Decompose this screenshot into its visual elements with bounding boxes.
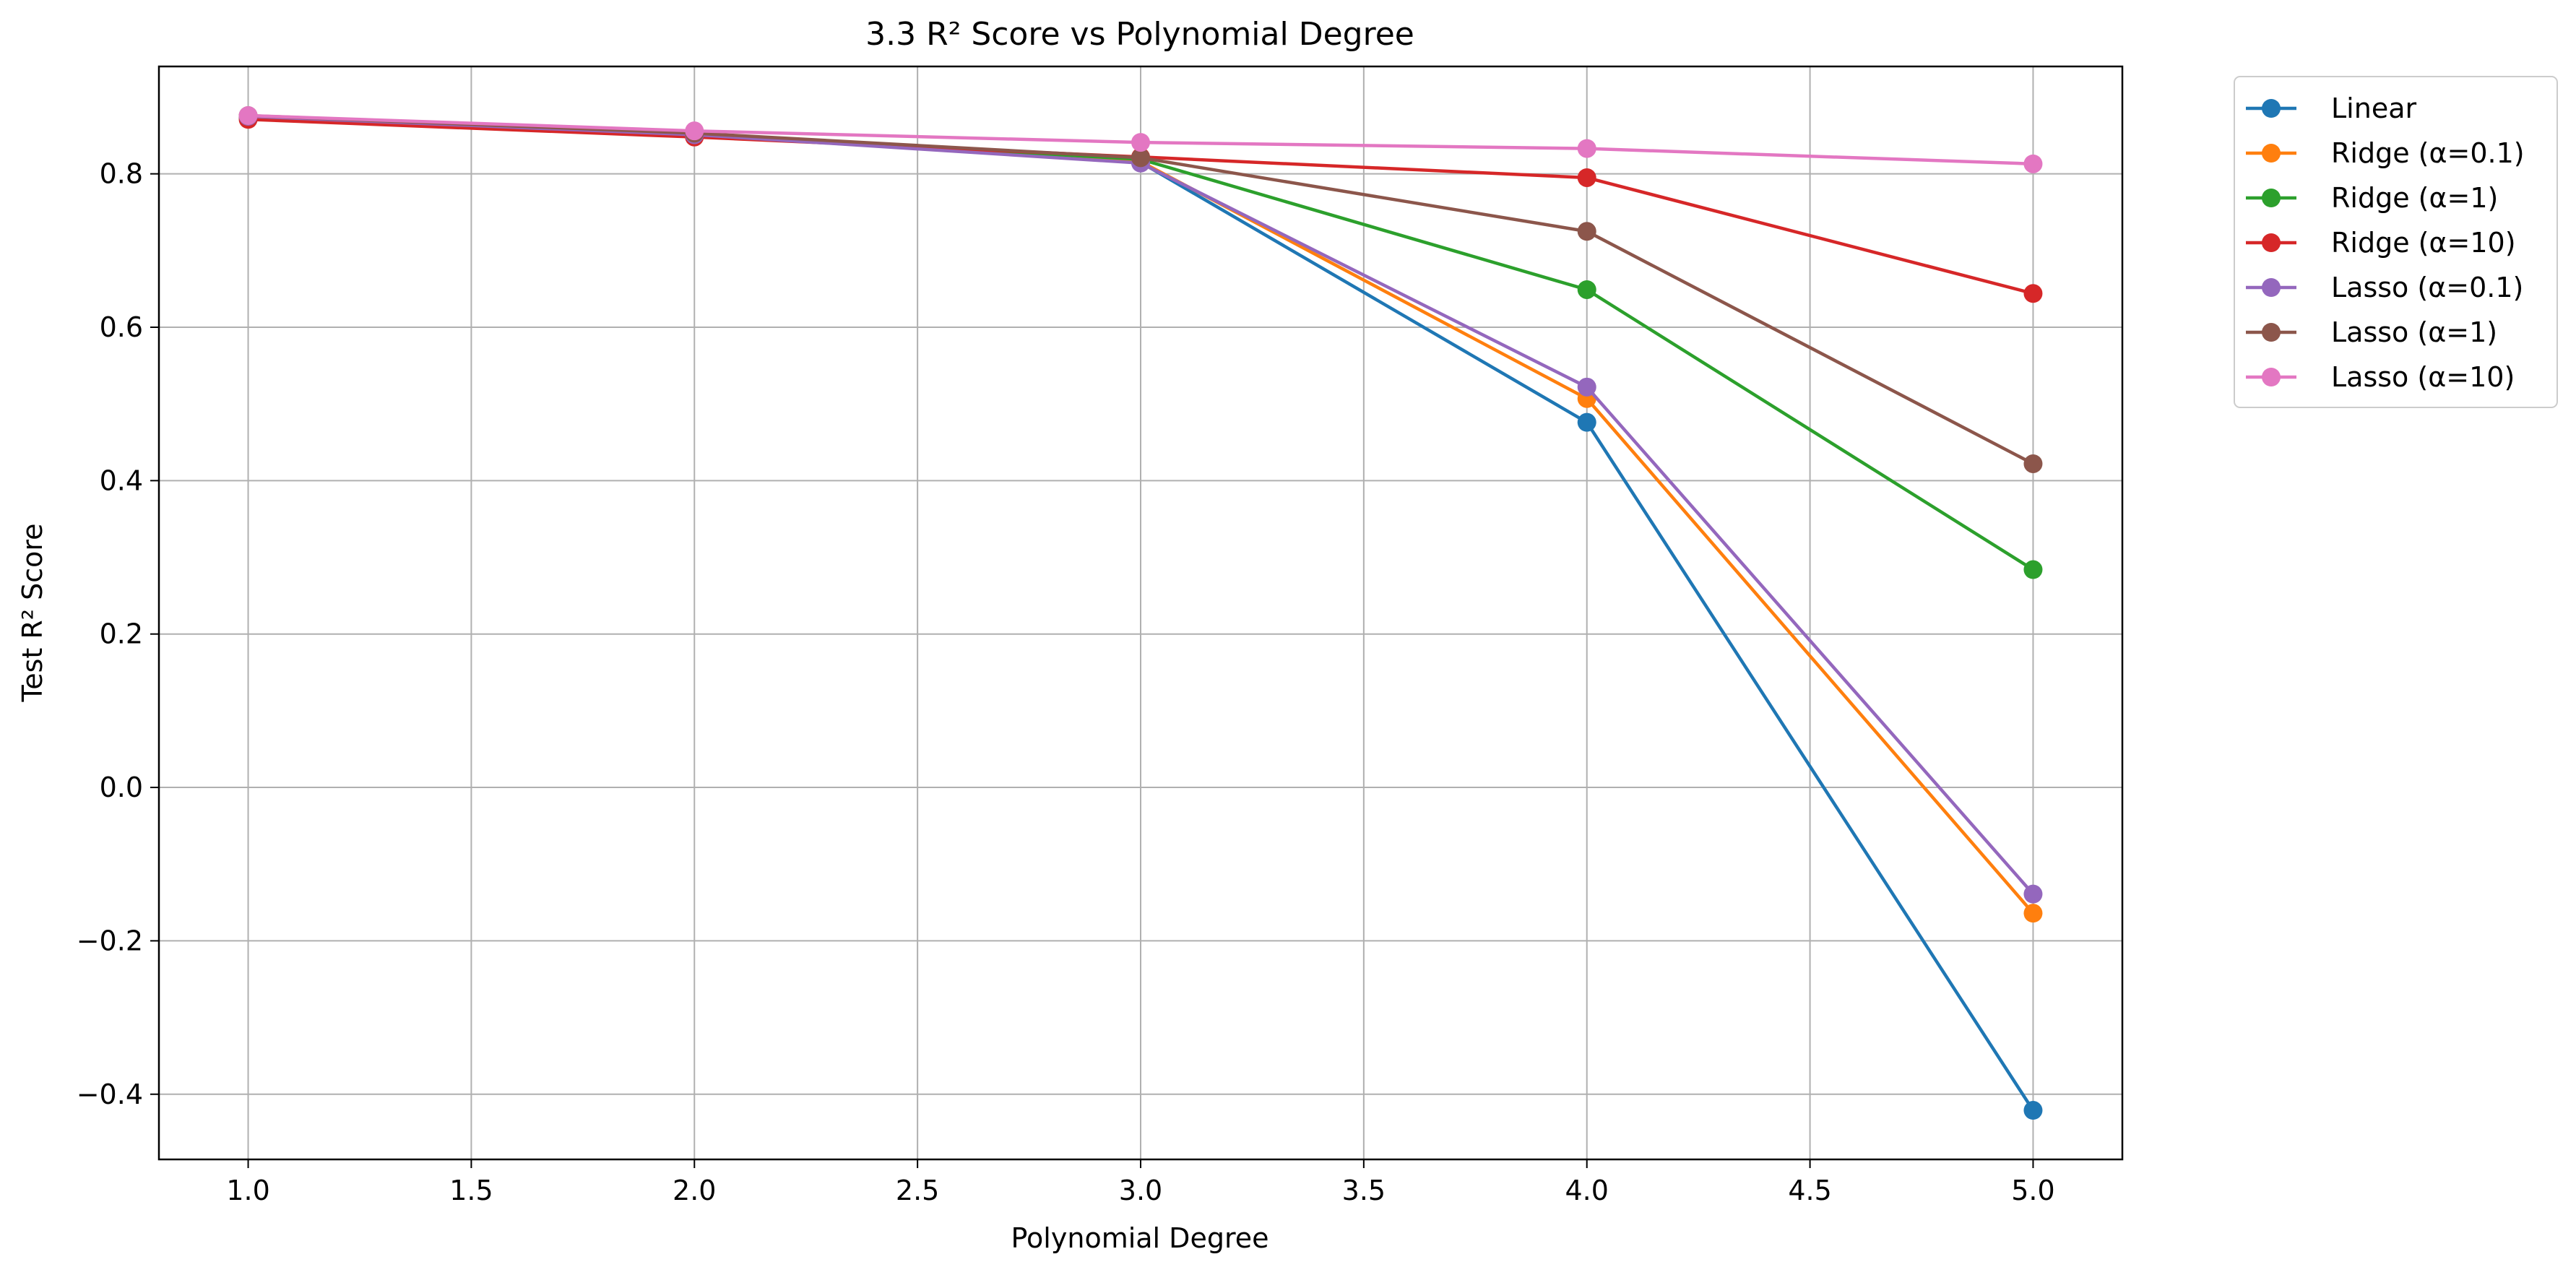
data-point (1577, 377, 1596, 397)
legend-marker (2262, 99, 2281, 118)
legend-marker (2262, 233, 2281, 252)
series-layer (238, 105, 2043, 1120)
data-point (2023, 154, 2043, 173)
y-tick-label: 0.4 (100, 464, 143, 496)
data-point (1577, 222, 1596, 241)
data-point (2023, 454, 2043, 473)
legend-item: Ridge (α=1) (2246, 182, 2498, 214)
chart-title: 3.3 R² Score vs Polynomial Degree (865, 16, 1414, 53)
data-point (685, 121, 704, 141)
data-point (2023, 284, 2043, 303)
x-tick-label: 2.0 (673, 1175, 716, 1206)
y-axis: −0.4 −0.2 0.0 0.2 0.4 0.6 0.8 (77, 158, 159, 1110)
x-tick-label: 4.5 (1788, 1175, 1831, 1206)
legend-item: Lasso (α=10) (2246, 361, 2515, 393)
x-tick-label: 2.5 (896, 1175, 939, 1206)
data-point (1131, 133, 1150, 152)
legend-item: Lasso (α=0.1) (2246, 272, 2523, 303)
legend-label: Lasso (α=10) (2331, 361, 2515, 393)
y-tick-label: −0.2 (77, 925, 143, 956)
data-point (1577, 168, 1596, 187)
legend-marker (2262, 189, 2281, 207)
legend-item: Ridge (α=0.1) (2246, 137, 2525, 169)
legend-marker (2262, 323, 2281, 342)
x-tick-label: 5.0 (2011, 1175, 2054, 1206)
legend-label: Ridge (α=10) (2331, 227, 2516, 259)
y-tick-label: 0.0 (100, 772, 143, 803)
x-axis: 1.0 1.5 2.0 2.5 3.0 3.5 4.0 4.5 5.0 (226, 1159, 2055, 1206)
legend-marker (2262, 368, 2281, 386)
legend-item: Linear (2246, 92, 2416, 124)
y-tick-label: 0.2 (100, 618, 143, 650)
x-tick-label: 3.0 (1119, 1175, 1162, 1206)
legend-marker (2262, 278, 2281, 297)
x-tick-label: 4.0 (1565, 1175, 1609, 1206)
data-point (2023, 1101, 2043, 1120)
legend-marker (2262, 144, 2281, 163)
x-axis-label: Polynomial Degree (1011, 1222, 1269, 1254)
legend-label: Lasso (α=0.1) (2331, 272, 2523, 303)
data-point (2023, 560, 2043, 579)
legend-item: Ridge (α=10) (2246, 227, 2516, 259)
grid-lines (159, 66, 2122, 1159)
x-tick-label: 1.0 (226, 1175, 269, 1206)
x-tick-label: 3.5 (1342, 1175, 1386, 1206)
legend-label: Ridge (α=0.1) (2331, 137, 2525, 169)
legend-frame (2234, 76, 2558, 408)
y-tick-label: −0.4 (77, 1079, 143, 1110)
legend-label: Linear (2331, 92, 2416, 124)
data-point (1131, 148, 1150, 168)
data-point (238, 105, 258, 125)
data-point (2023, 904, 2043, 923)
y-axis-label: Test R² Score (17, 523, 48, 702)
y-tick-label: 0.6 (100, 311, 143, 343)
series-6 (238, 105, 2043, 173)
x-tick-label: 1.5 (449, 1175, 493, 1206)
legend-label: Lasso (α=1) (2331, 316, 2497, 348)
legend-item: Lasso (α=1) (2246, 316, 2497, 348)
data-point (2023, 884, 2043, 904)
y-tick-label: 0.8 (100, 158, 143, 190)
legend-label: Ridge (α=1) (2331, 182, 2498, 214)
legend: Linear Ridge (α=0.1) Ridge (α=1) Ridge (α=1… (2234, 76, 2558, 408)
data-point (1577, 412, 1596, 432)
data-point (1577, 280, 1596, 299)
data-point (1577, 139, 1596, 158)
